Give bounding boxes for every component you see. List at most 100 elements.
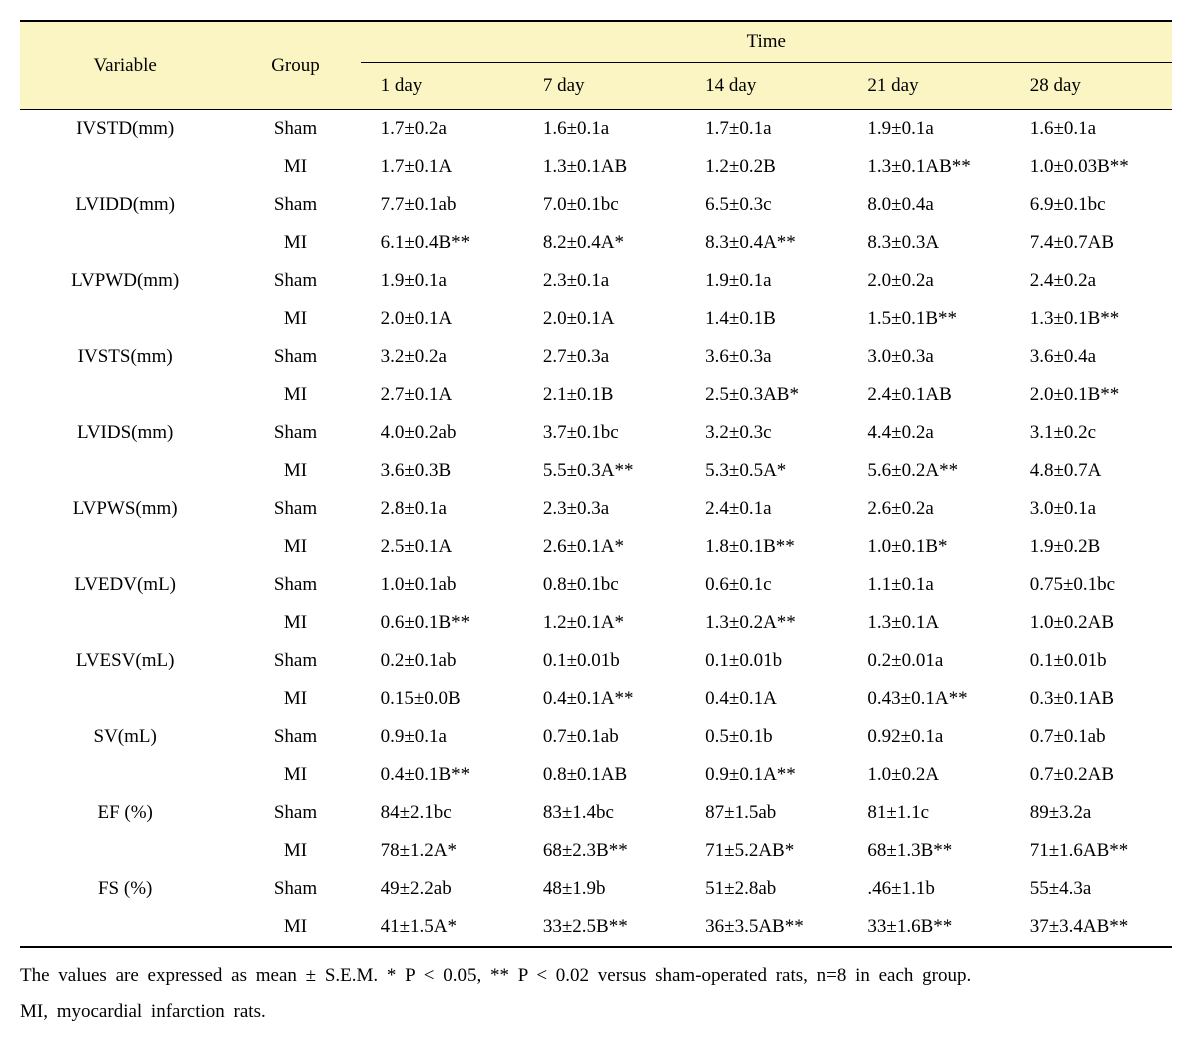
value-cell: 1.3±0.1B** — [1010, 300, 1172, 338]
group-name: Sham — [230, 642, 360, 680]
value-cell: 51±2.8ab — [685, 870, 847, 908]
variable-name: LVPWS(mm) — [20, 490, 230, 528]
value-cell: 0.5±0.1b — [685, 718, 847, 756]
value-cell: 8.2±0.4A* — [523, 224, 685, 262]
value-cell: 2.6±0.1A* — [523, 528, 685, 566]
group-name: Sham — [230, 262, 360, 300]
table-row: LVPWD(mm)Sham1.9±0.1a2.3±0.1a1.9±0.1a2.0… — [20, 262, 1172, 300]
value-cell: 1.3±0.1AB** — [847, 148, 1009, 186]
value-cell: 0.92±0.1a — [847, 718, 1009, 756]
header-time-col-2: 14 day — [685, 63, 847, 110]
variable-name — [20, 680, 230, 718]
header-group: Group — [230, 21, 360, 110]
table-row: EF (%)Sham84±2.1bc83±1.4bc87±1.5ab81±1.1… — [20, 794, 1172, 832]
value-cell: 37±3.4AB** — [1010, 908, 1172, 947]
value-cell: 2.6±0.2a — [847, 490, 1009, 528]
value-cell: 2.0±0.2a — [847, 262, 1009, 300]
value-cell: 1.3±0.2A** — [685, 604, 847, 642]
value-cell: 1.2±0.2B — [685, 148, 847, 186]
value-cell: 3.6±0.3a — [685, 338, 847, 376]
value-cell: 0.6±0.1B** — [361, 604, 523, 642]
value-cell: 0.9±0.1A** — [685, 756, 847, 794]
table-row: MI0.4±0.1B**0.8±0.1AB0.9±0.1A**1.0±0.2A0… — [20, 756, 1172, 794]
variable-name — [20, 376, 230, 414]
value-cell: 36±3.5AB** — [685, 908, 847, 947]
value-cell: 83±1.4bc — [523, 794, 685, 832]
variable-name: FS (%) — [20, 870, 230, 908]
value-cell: 4.4±0.2a — [847, 414, 1009, 452]
variable-name: LVIDS(mm) — [20, 414, 230, 452]
variable-name — [20, 908, 230, 947]
group-name: Sham — [230, 566, 360, 604]
value-cell: 2.0±0.1B** — [1010, 376, 1172, 414]
value-cell: 3.7±0.1bc — [523, 414, 685, 452]
value-cell: 1.0±0.1B* — [847, 528, 1009, 566]
value-cell: 6.1±0.4B** — [361, 224, 523, 262]
value-cell: 0.7±0.2AB — [1010, 756, 1172, 794]
value-cell: .46±1.1b — [847, 870, 1009, 908]
table-row: IVSTD(mm)Sham1.7±0.2a1.6±0.1a1.7±0.1a1.9… — [20, 110, 1172, 149]
value-cell: 7.4±0.7AB — [1010, 224, 1172, 262]
value-cell: 84±2.1bc — [361, 794, 523, 832]
value-cell: 2.3±0.1a — [523, 262, 685, 300]
value-cell: 33±2.5B** — [523, 908, 685, 947]
value-cell: 1.9±0.2B — [1010, 528, 1172, 566]
value-cell: 8.3±0.4A** — [685, 224, 847, 262]
echocardiography-table-container: Variable Group Time 1 day 7 day 14 day 2… — [20, 20, 1172, 1030]
variable-name — [20, 148, 230, 186]
value-cell: 3.2±0.3c — [685, 414, 847, 452]
value-cell: 0.8±0.1bc — [523, 566, 685, 604]
group-name: MI — [230, 148, 360, 186]
table-row: LVESV(mL)Sham0.2±0.1ab0.1±0.01b0.1±0.01b… — [20, 642, 1172, 680]
table-row: LVEDV(mL)Sham1.0±0.1ab0.8±0.1bc0.6±0.1c1… — [20, 566, 1172, 604]
table-row: SV(mL)Sham0.9±0.1a0.7±0.1ab0.5±0.1b0.92±… — [20, 718, 1172, 756]
group-name: MI — [230, 300, 360, 338]
variable-name: LVPWD(mm) — [20, 262, 230, 300]
value-cell: 0.7±0.1ab — [523, 718, 685, 756]
value-cell: 2.4±0.2a — [1010, 262, 1172, 300]
value-cell: 81±1.1c — [847, 794, 1009, 832]
value-cell: 1.2±0.1A* — [523, 604, 685, 642]
value-cell: 2.7±0.3a — [523, 338, 685, 376]
value-cell: 2.0±0.1A — [523, 300, 685, 338]
value-cell: 7.0±0.1bc — [523, 186, 685, 224]
value-cell: 0.7±0.1ab — [1010, 718, 1172, 756]
table-row: MI2.0±0.1A2.0±0.1A1.4±0.1B1.5±0.1B**1.3±… — [20, 300, 1172, 338]
value-cell: 5.6±0.2A** — [847, 452, 1009, 490]
table-row: MI78±1.2A*68±2.3B**71±5.2AB*68±1.3B**71±… — [20, 832, 1172, 870]
group-name: Sham — [230, 490, 360, 528]
value-cell: 1.3±0.1AB — [523, 148, 685, 186]
table-row: FS (%)Sham49±2.2ab48±1.9b51±2.8ab.46±1.1… — [20, 870, 1172, 908]
variable-name: SV(mL) — [20, 718, 230, 756]
value-cell: 0.1±0.01b — [523, 642, 685, 680]
footnote-line-2: MI, myocardial infarction rats. — [20, 1001, 266, 1022]
value-cell: 0.2±0.1ab — [361, 642, 523, 680]
group-name: Sham — [230, 110, 360, 149]
value-cell: 0.4±0.1A** — [523, 680, 685, 718]
table-row: MI0.15±0.0B0.4±0.1A**0.4±0.1A0.43±0.1A**… — [20, 680, 1172, 718]
value-cell: 1.9±0.1a — [847, 110, 1009, 149]
value-cell: 1.0±0.03B** — [1010, 148, 1172, 186]
value-cell: 3.6±0.4a — [1010, 338, 1172, 376]
table-row: MI2.7±0.1A2.1±0.1B2.5±0.3AB*2.4±0.1AB2.0… — [20, 376, 1172, 414]
variable-name: LVESV(mL) — [20, 642, 230, 680]
group-name: Sham — [230, 338, 360, 376]
value-cell: 3.0±0.1a — [1010, 490, 1172, 528]
variable-name — [20, 832, 230, 870]
table-row: MI1.7±0.1A1.3±0.1AB1.2±0.2B1.3±0.1AB**1.… — [20, 148, 1172, 186]
value-cell: 4.8±0.7A — [1010, 452, 1172, 490]
value-cell: 6.9±0.1bc — [1010, 186, 1172, 224]
value-cell: 2.5±0.3AB* — [685, 376, 847, 414]
group-name: MI — [230, 452, 360, 490]
value-cell: 1.6±0.1a — [1010, 110, 1172, 149]
value-cell: 8.0±0.4a — [847, 186, 1009, 224]
group-name: Sham — [230, 186, 360, 224]
value-cell: 0.6±0.1c — [685, 566, 847, 604]
value-cell: 7.7±0.1ab — [361, 186, 523, 224]
value-cell: 0.4±0.1B** — [361, 756, 523, 794]
table-row: LVPWS(mm)Sham2.8±0.1a2.3±0.3a2.4±0.1a2.6… — [20, 490, 1172, 528]
variable-name — [20, 528, 230, 566]
value-cell: 0.2±0.01a — [847, 642, 1009, 680]
value-cell: 0.1±0.01b — [1010, 642, 1172, 680]
variable-name — [20, 300, 230, 338]
